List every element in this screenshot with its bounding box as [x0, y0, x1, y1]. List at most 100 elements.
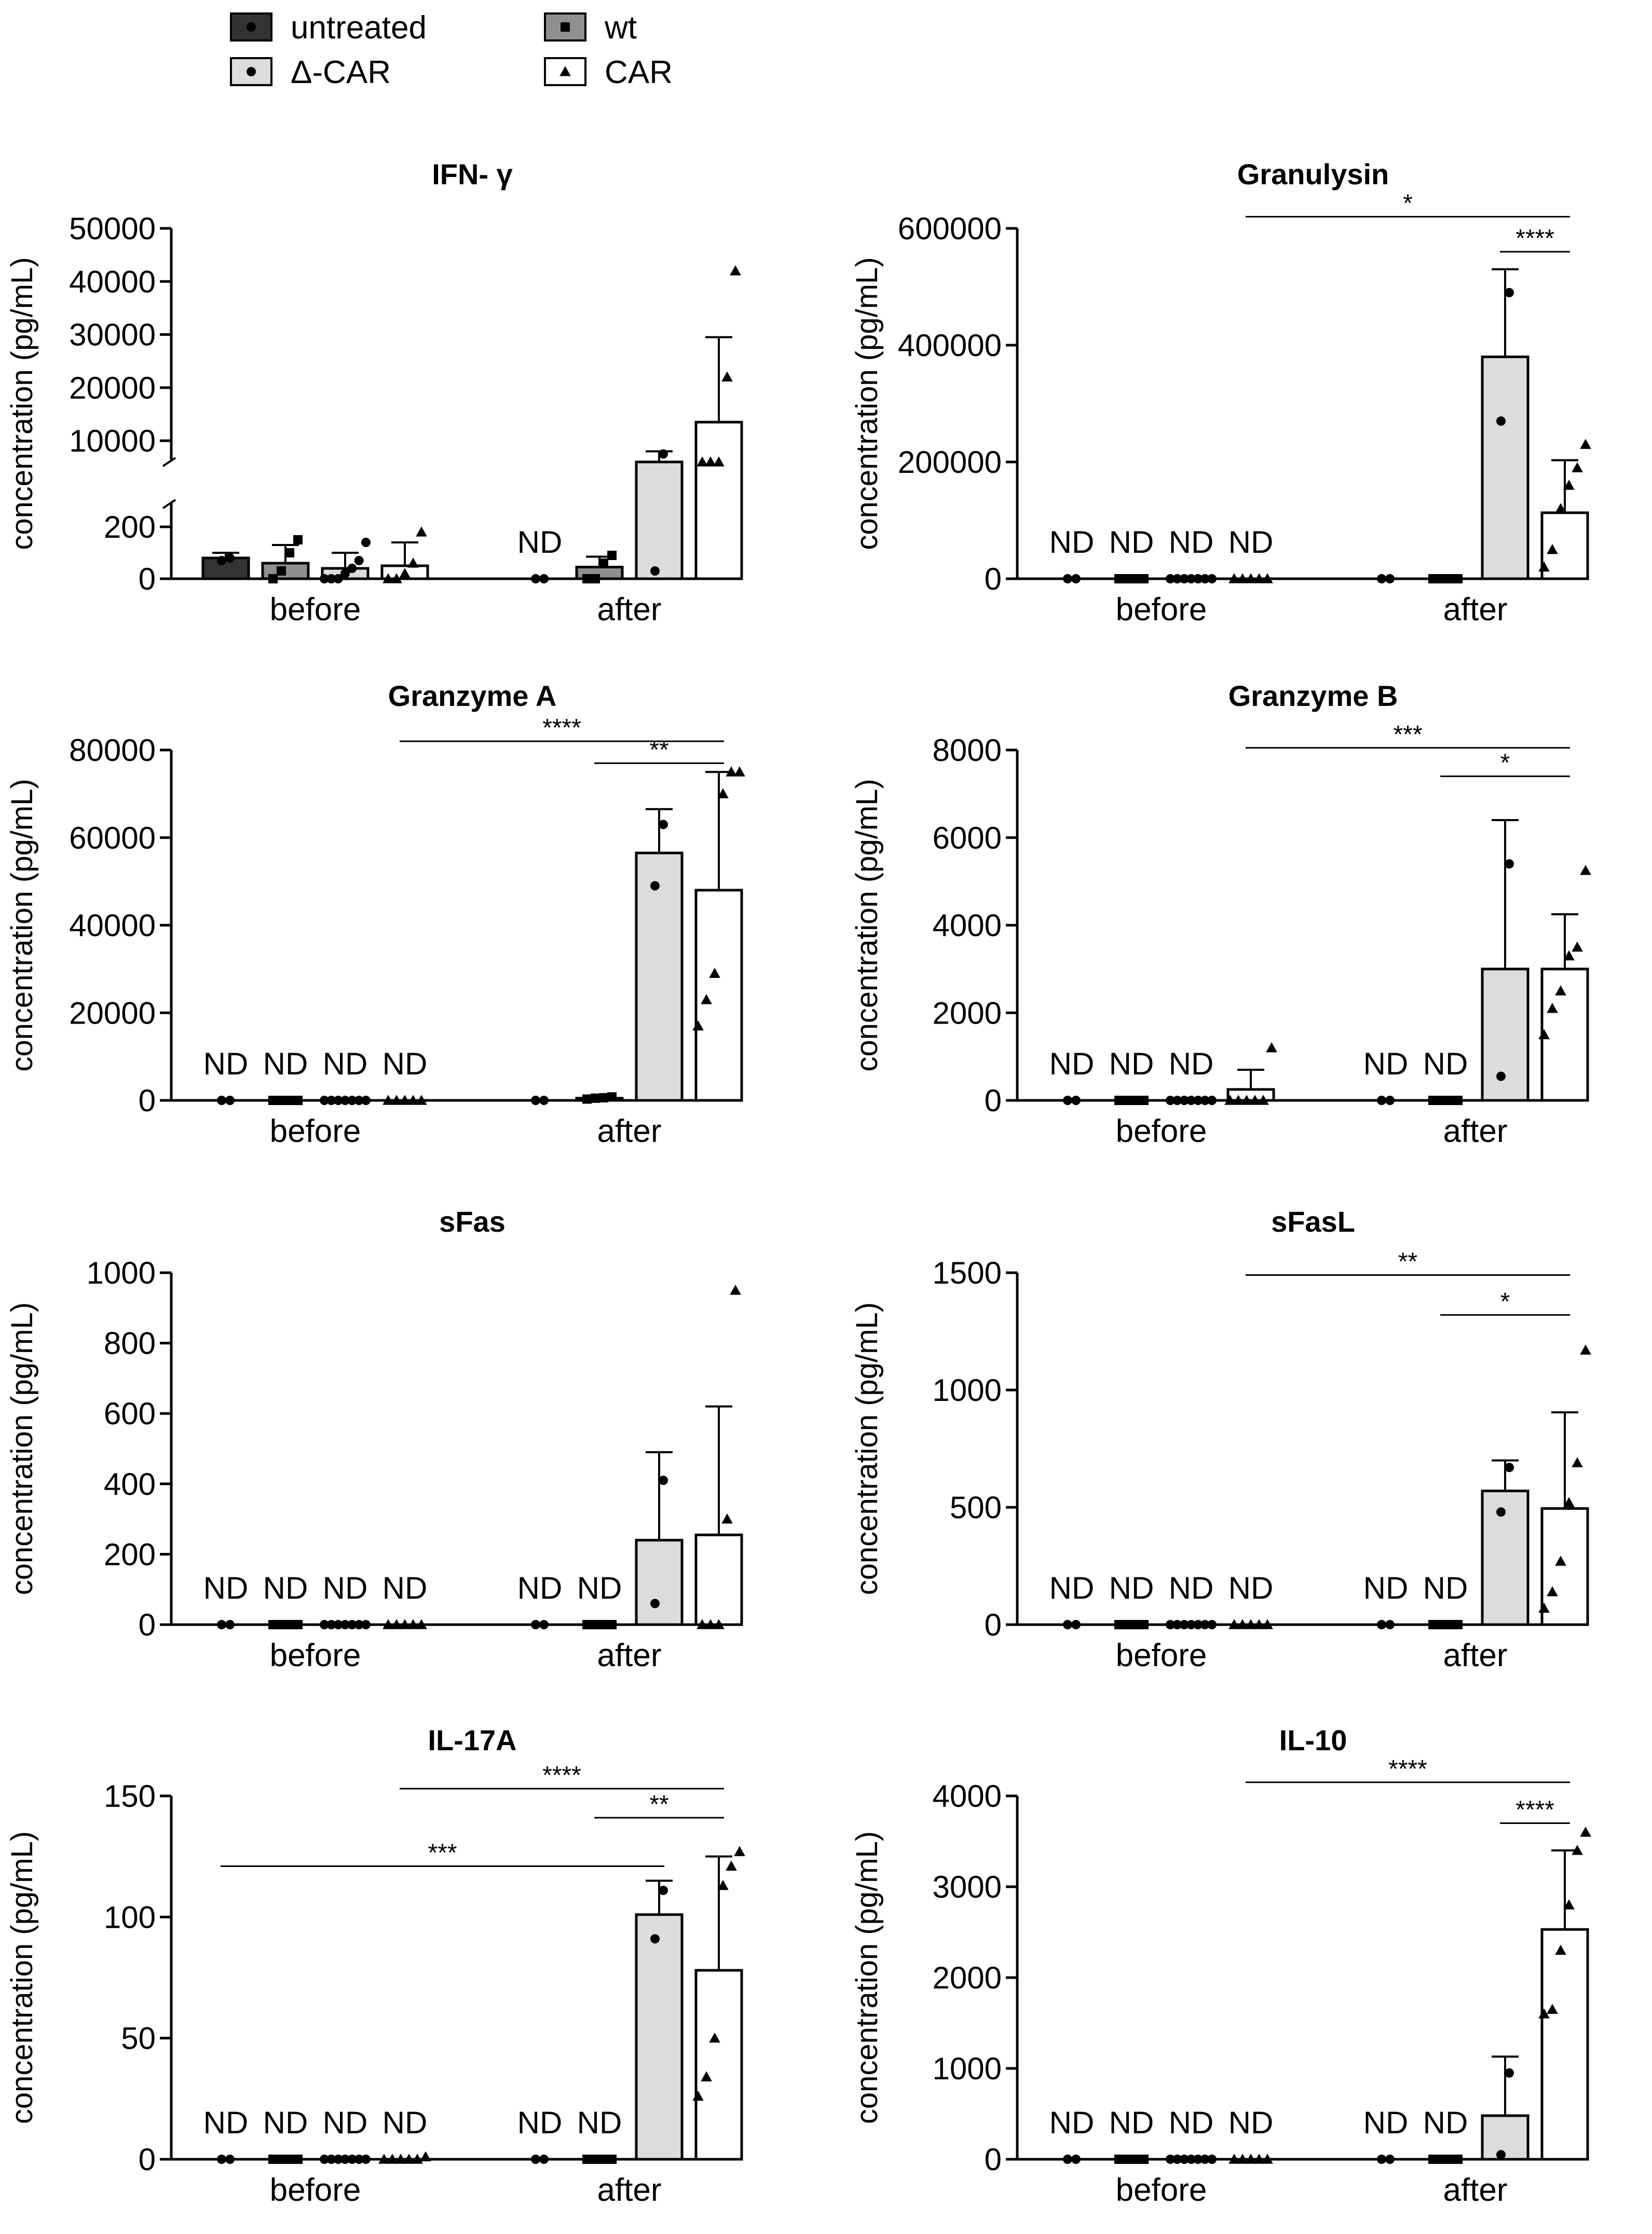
car-triangle-marker [705, 456, 716, 467]
significance-bracket: * [1246, 190, 1570, 217]
wt-square-marker [277, 2155, 286, 2164]
dcar-circle-marker [347, 1096, 357, 1105]
bar-group-wt: ND [577, 1571, 622, 1629]
untreated-circle-marker [217, 2155, 226, 2164]
bar-group-car: ND [383, 1571, 427, 1629]
y-tick-label: 400000 [898, 328, 1002, 363]
untreated-circle-marker [1385, 574, 1395, 583]
car-triangle-marker [709, 2032, 720, 2043]
wt-square-marker [599, 2155, 608, 2164]
bar-group-untreated [1377, 574, 1395, 583]
y-tick-label: 50 [121, 2021, 156, 2056]
car-triangle-marker [1253, 573, 1265, 583]
dcar-circle-marker [1172, 1096, 1182, 1105]
significance-bracket: **** [400, 714, 724, 742]
wt-square-marker [1139, 2155, 1149, 2164]
significance-label: **** [542, 1762, 581, 1789]
car-triangle-marker [730, 1285, 741, 1295]
x-group-label-before: before [270, 592, 361, 628]
wt-square-marker [1437, 2155, 1446, 2164]
dcar-circle-marker [1166, 1096, 1175, 1105]
bar-group-wt: ND [263, 1046, 308, 1105]
dcar-circle-marker [1179, 1620, 1189, 1629]
bar-car [694, 420, 743, 580]
dcar-circle-marker [354, 556, 364, 565]
wt-square-marker [277, 566, 286, 576]
bar-dcar [1481, 2114, 1530, 2161]
y-tick-label: 600 [104, 1396, 156, 1431]
significance-bracket: *** [221, 1839, 664, 1867]
wt-square-marker [1131, 1096, 1140, 1105]
nd-label: ND [1109, 1571, 1154, 1605]
car-triangle-marker [1555, 985, 1566, 996]
wt-square-marker [561, 22, 570, 32]
nd-label: ND [1109, 2105, 1154, 2140]
y-tick-label: 200000 [898, 445, 1002, 480]
untreated-circle-marker [539, 574, 549, 583]
car-triangle-marker [399, 568, 411, 578]
untreated-circle-marker [217, 556, 226, 565]
chart-panel-2: 0 200000 400000 600000 Granulysin concentrati… [850, 158, 1591, 628]
wt-square-marker [1428, 574, 1438, 583]
bar-group-untreated: ND [517, 525, 562, 583]
car-triangle-marker [559, 66, 571, 76]
dcar-circle-marker [1505, 1463, 1514, 1473]
car-triangle-marker [726, 766, 737, 777]
dcar-circle-marker [361, 2155, 371, 2164]
significance-bracket: * [1440, 1288, 1570, 1316]
legend-label-dcar: Δ-CAR [291, 55, 391, 90]
untreated-circle-marker [1071, 2155, 1081, 2164]
y-tick-label: 800 [104, 1326, 156, 1361]
untreated-circle-marker [1385, 1620, 1395, 1629]
car-triangle-marker [1580, 439, 1591, 449]
dcar-circle-marker [1186, 2155, 1196, 2164]
bar-group-untreated: ND [1049, 2105, 1094, 2164]
significance-bracket: **** [1246, 1755, 1570, 1783]
dcar-circle-marker [1496, 2150, 1506, 2160]
bar-group-wt: ND [577, 2105, 622, 2164]
wt-square-marker [268, 1096, 278, 1105]
y-tick-label: 1000 [933, 1373, 1002, 1408]
legend-item-car: CAR [544, 55, 673, 90]
car-triangle-marker [1563, 950, 1575, 961]
untreated-circle-marker [531, 1620, 540, 1629]
bar-dcar [635, 460, 684, 580]
nd-label: ND [263, 1571, 308, 1605]
nd-label: ND [263, 1046, 308, 1081]
y-tick-label: 8000 [933, 733, 1002, 768]
bar-car [1540, 511, 1589, 580]
nd-label: ND [1363, 2105, 1409, 2140]
dcar-circle-marker [1179, 2155, 1189, 2164]
bar-group-wt [575, 1092, 624, 1104]
dcar-circle-marker [1172, 2155, 1182, 2164]
dcar-circle-marker [1166, 2155, 1175, 2164]
bar-dcar [635, 1538, 684, 1626]
significance-bracket: *** [1246, 721, 1570, 749]
legend-swatch-untreated [230, 12, 272, 42]
bar-group-wt: ND [1109, 525, 1154, 583]
car-triangle-marker [1538, 561, 1550, 572]
dcar-circle-marker [1505, 859, 1514, 869]
bar-group-dcar: ND [1166, 1046, 1217, 1105]
dcar-circle-marker [340, 1096, 350, 1105]
bar-group-car: ND [1228, 2105, 1273, 2164]
dcar-circle-marker [340, 1620, 350, 1629]
nd-label: ND [1169, 2105, 1214, 2140]
untreated-circle-marker [1385, 2155, 1395, 2164]
significance-bracket: ** [1246, 1248, 1570, 1276]
chart-panel-8: 0 1000 2000 3000 4000 IL-10 concentration (pg/… [850, 1724, 1591, 2208]
bar-group-wt: ND [1423, 2105, 1468, 2164]
nd-label: ND [383, 1046, 428, 1081]
nd-label: ND [1228, 1571, 1274, 1605]
y-tick-label: 100 [104, 1900, 156, 1935]
axis-break-mark [162, 457, 176, 467]
car-triangle-marker [713, 1619, 725, 1629]
y-tick-label: 150 [104, 1779, 156, 1814]
x-group-label-before: before [1116, 1113, 1207, 1149]
car-triangle-marker [1547, 543, 1558, 554]
chart-title: IL-10 [1279, 1724, 1347, 1756]
wt-square-marker [1445, 1096, 1454, 1105]
chart-title: Granulysin [1237, 158, 1389, 190]
nd-label: ND [203, 1046, 249, 1081]
